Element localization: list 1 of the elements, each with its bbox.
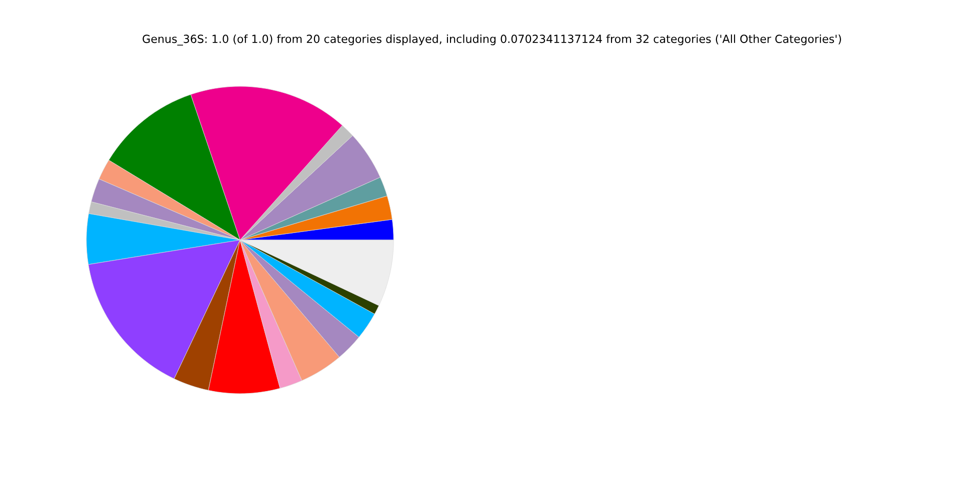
text: Genus_36S: 1.0 (of 1.0) from 20 categories displayed, including 0.0702341137124 from 32 categories ('All Other Categories') (142, 34, 842, 46)
